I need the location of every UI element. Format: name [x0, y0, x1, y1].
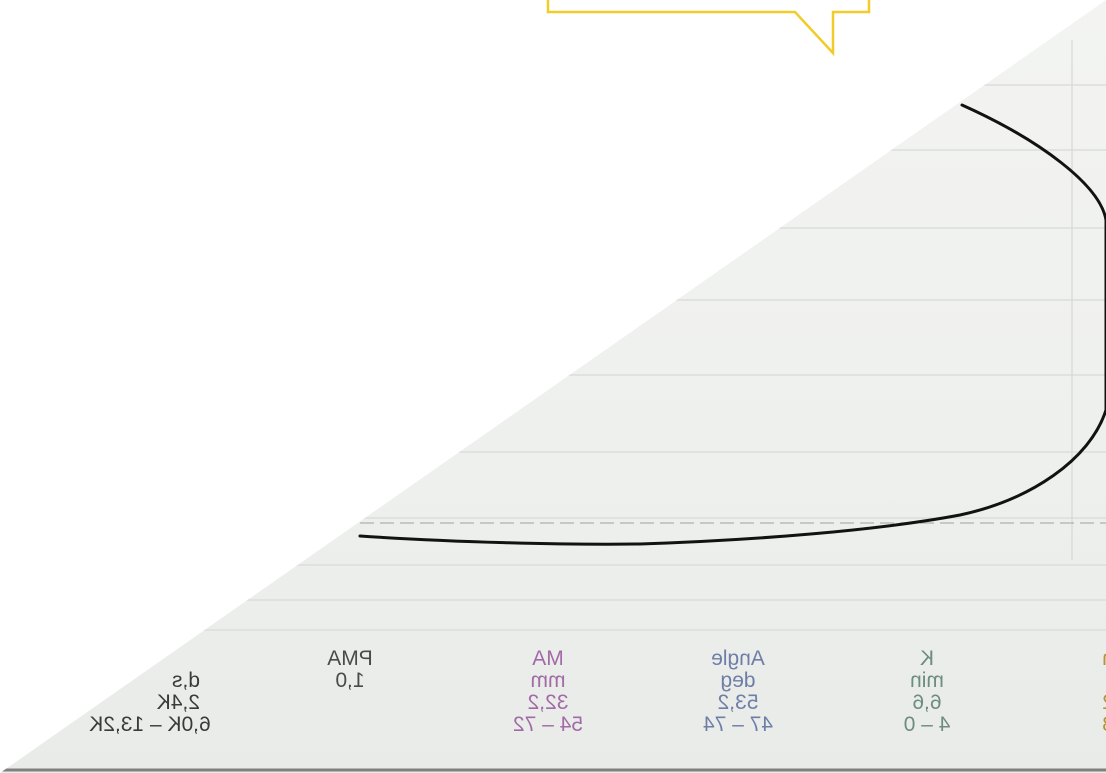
trace-curve	[358, 103, 1106, 546]
